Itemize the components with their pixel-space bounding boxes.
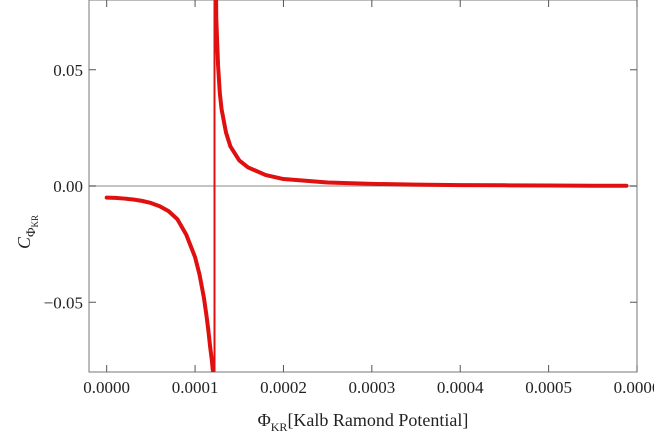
series-line-left [104,195,216,372]
x-tick-label: 0.0000 [83,378,130,397]
x-tick-label: 0.0001 [172,378,219,397]
tick-labels: 0.0000 0.0001 0.0002 0.0003 0.0004 0.0005 0.00… [44,61,654,397]
y-axis-label: CΦKR [14,215,40,249]
x-axis-label-subscript: KR [271,420,288,434]
x-tick-label: 0.0006 [614,378,654,397]
x-tick-label: 0.0002 [260,378,307,397]
x-axis-label-symbol: Φ [258,410,271,430]
tick-marks [89,0,638,372]
y-tick-label: 0.00 [53,177,83,196]
x-tick-label: 0.0003 [348,378,395,397]
y-tick-label: 0.05 [53,61,83,80]
y-tick-label: −0.05 [44,293,83,312]
x-tick-label: 0.0004 [437,378,484,397]
series-group [104,0,629,372]
x-axis-label-text: [Kalb Ramond Potential] [287,410,468,430]
y-axis-label-symbol: C [14,236,34,249]
x-axis-label: ΦKR[Kalb Ramond Potential] [258,410,469,434]
y-axis-label-subscript-symbol: Φ [23,227,38,237]
x-tick-label: 0.0005 [525,378,572,397]
series-line-right [214,0,629,188]
y-axis-label-subscript: KR [30,215,40,228]
